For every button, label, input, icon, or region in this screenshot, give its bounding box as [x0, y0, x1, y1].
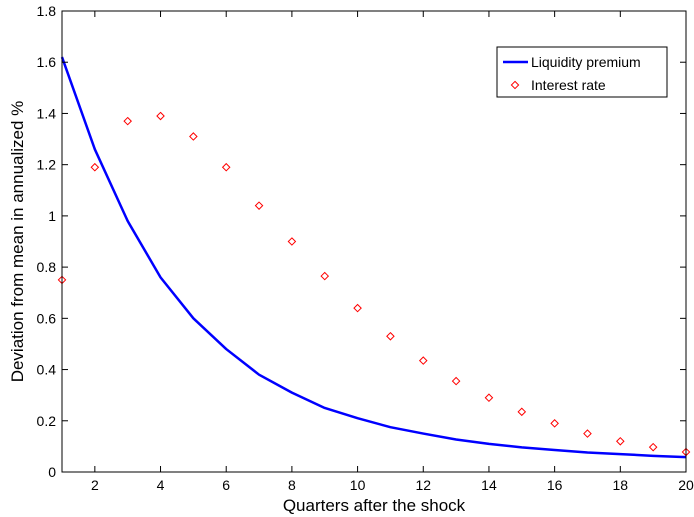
x-tick-label: 6	[222, 477, 230, 493]
y-tick-label: 1.4	[37, 105, 57, 121]
x-tick-label: 18	[613, 477, 629, 493]
data-point-interest-rate	[189, 132, 198, 141]
y-tick-label: 0.4	[37, 362, 57, 378]
y-tick-label: 0.2	[37, 413, 57, 429]
data-point-interest-rate	[90, 162, 100, 172]
x-tick-label: 16	[547, 477, 563, 493]
y-tick-label: 1	[48, 208, 56, 224]
data-point-interest-rate	[123, 116, 132, 126]
data-point-interest-rate	[616, 436, 625, 446]
x-tick-label: 14	[481, 477, 497, 493]
y-tick-label: 1.8	[37, 3, 57, 19]
data-point-interest-rate	[583, 429, 592, 438]
series-layer	[57, 56, 691, 459]
legend-item: Interest rate	[510, 77, 606, 93]
y-tick-label: 0.8	[37, 259, 57, 275]
data-point-interest-rate	[287, 237, 297, 246]
x-tick-label: 20	[678, 477, 694, 493]
x-tick-label: 2	[91, 477, 99, 493]
series-1	[60, 56, 687, 459]
x-axis-label: Quarters after the shock	[283, 496, 466, 515]
x-tick-label: 10	[350, 477, 366, 493]
data-point-interest-rate	[418, 356, 428, 365]
axes: 2 4 6 8 10 12 14 16 18 20 0 0.2 0.4 0.6 0.8 1 1.2 1.4 1.6 1…	[37, 3, 694, 493]
data-point-interest-rate	[451, 376, 461, 386]
legend-item: Liquidity premium	[503, 54, 641, 70]
y-tick-label: 0	[48, 464, 56, 480]
legend-box	[496, 46, 668, 98]
series-2	[57, 111, 691, 457]
data-point-interest-rate	[353, 303, 362, 313]
data-point-interest-rate	[221, 162, 231, 172]
y-tick-label: 0.6	[37, 310, 57, 326]
legend-label: Interest rate	[531, 77, 606, 93]
x-tick-label: 12	[415, 477, 431, 493]
data-point-interest-rate	[484, 393, 494, 403]
y-axis-label: Deviation from mean in annualized %	[8, 101, 27, 383]
data-point-interest-rate	[386, 331, 395, 341]
y-tick-label: 1.6	[37, 54, 57, 70]
data-point-interest-rate	[156, 111, 165, 121]
data-point-interest-rate	[550, 419, 559, 428]
data-point-interest-rate	[320, 271, 330, 281]
data-point-interest-rate	[648, 442, 658, 452]
x-tick-label: 8	[288, 477, 296, 493]
data-point-interest-rate	[517, 407, 527, 417]
series-line-liquidity-premium	[60, 56, 687, 459]
legend: Liquidity premium Interest rate	[496, 46, 668, 98]
legend-marker-swatch	[510, 80, 520, 90]
data-point-interest-rate	[254, 201, 264, 210]
y-tick-label: 1.2	[37, 157, 57, 173]
axes-box	[61, 10, 687, 473]
legend-label: Liquidity premium	[531, 54, 641, 70]
x-tick-label: 4	[157, 477, 165, 493]
